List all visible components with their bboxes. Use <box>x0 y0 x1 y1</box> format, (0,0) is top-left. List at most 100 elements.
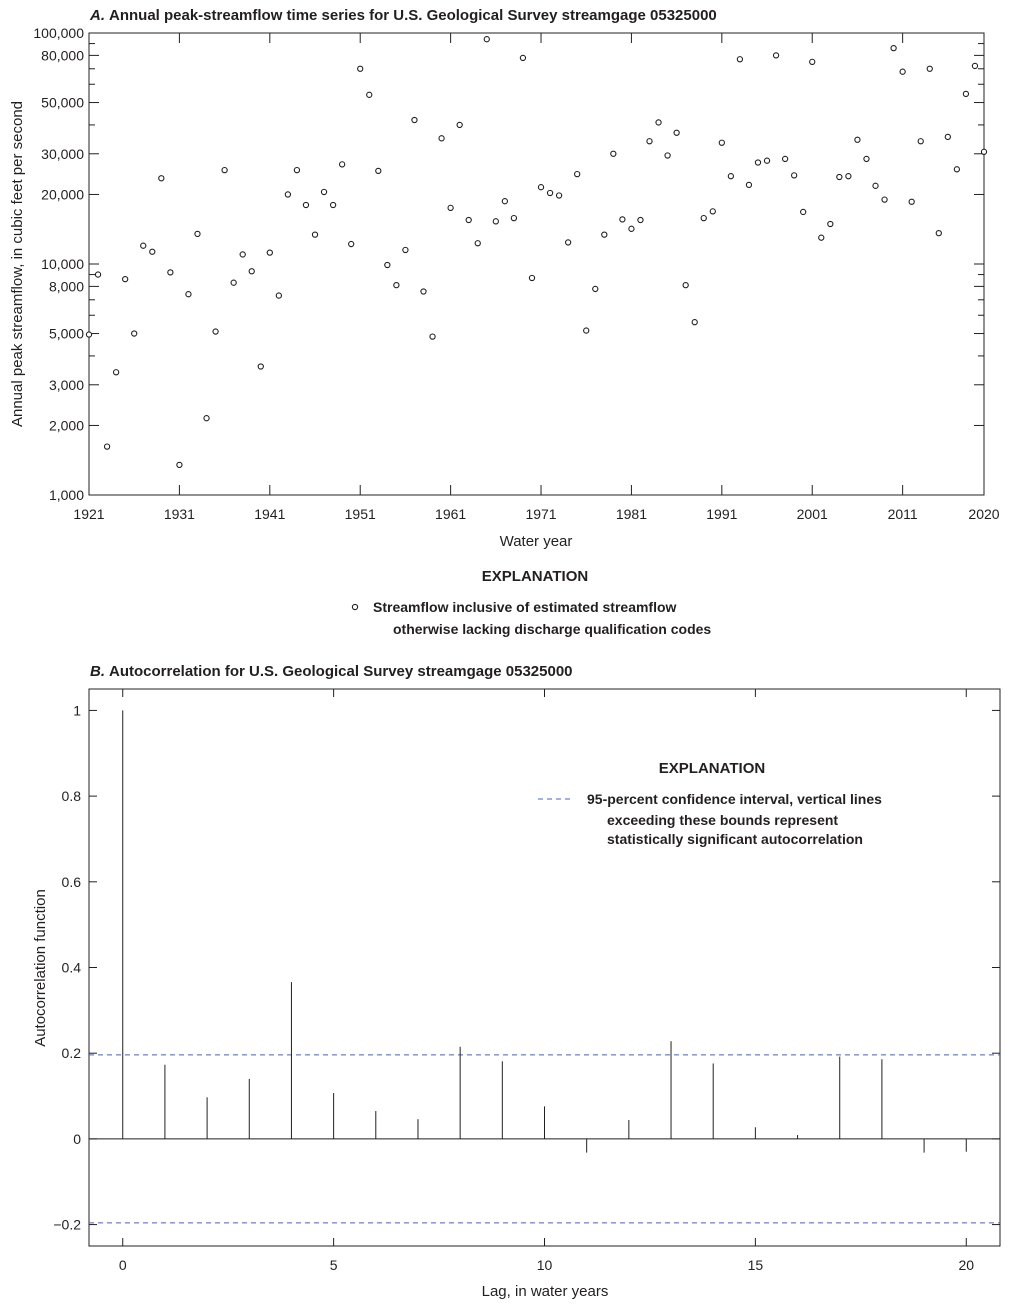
y-tick-label: 50,000 <box>41 95 84 111</box>
data-point <box>881 196 888 203</box>
data-point <box>546 189 554 197</box>
data-point <box>366 91 373 98</box>
data-point <box>637 216 644 224</box>
x-tick-label: 1991 <box>706 506 737 522</box>
data-point <box>845 173 852 180</box>
data-point <box>483 36 490 43</box>
data-point <box>438 135 445 142</box>
data-point <box>338 161 346 168</box>
data-point <box>311 231 319 238</box>
data-point <box>836 173 843 181</box>
x-tick-label: 2001 <box>797 506 828 522</box>
x-tick-label: 5 <box>330 1257 338 1273</box>
chart-a-title: A. Annual peak-streamflow time series for… <box>89 7 717 24</box>
data-point <box>800 208 807 216</box>
data-point <box>266 249 273 256</box>
data-point <box>935 230 942 237</box>
data-point <box>492 218 499 225</box>
data-point <box>474 240 481 247</box>
data-point <box>601 231 608 238</box>
data-point <box>610 150 617 157</box>
data-point <box>583 327 590 334</box>
data-point <box>411 116 418 124</box>
y-tick-label: 0.8 <box>62 788 82 804</box>
y-tick-label: 10,000 <box>41 256 84 272</box>
data-point <box>167 269 174 276</box>
chart-b-lag-lines <box>122 710 967 1153</box>
x-tick-label: 1941 <box>254 506 285 522</box>
y-tick-label: 80,000 <box>41 47 84 63</box>
chart-b-ticks <box>89 689 1000 1246</box>
streamflow-chart: A. Annual peak-streamflow time series for… <box>9 7 1000 637</box>
data-point <box>926 65 933 72</box>
data-point <box>574 170 581 178</box>
data-point <box>230 279 237 286</box>
x-tick-label: 2020 <box>968 506 999 522</box>
data-point <box>158 175 165 182</box>
data-point <box>700 214 707 222</box>
chart-b-title: B. Autocorrelation for U.S. Geological Su… <box>90 663 573 680</box>
y-tick-label: 1,000 <box>49 487 84 503</box>
autocorrelation-chart: B. Autocorrelation for U.S. Geological Su… <box>32 663 1001 1300</box>
y-tick-label: −0.2 <box>53 1217 81 1233</box>
y-tick-label: 8,000 <box>49 278 84 294</box>
data-point <box>185 291 192 298</box>
data-point <box>429 333 436 340</box>
data-point <box>619 216 626 223</box>
chart-b-legend-entry-line2: exceeding these bounds represent <box>607 812 838 828</box>
chart-b-legend-entry-line1: 95-percent confidence interval, vertical… <box>587 791 882 807</box>
legend-circle-marker <box>351 603 359 611</box>
data-point <box>519 54 527 62</box>
x-tick-label: 0 <box>119 1257 127 1273</box>
data-point <box>854 136 861 143</box>
data-point <box>772 52 780 59</box>
data-point <box>257 363 264 370</box>
data-point <box>176 461 183 469</box>
data-point <box>528 274 536 282</box>
data-point <box>872 182 879 189</box>
data-point <box>917 138 924 145</box>
x-tick-label: 1921 <box>73 506 104 522</box>
data-point <box>809 58 816 66</box>
data-point <box>194 230 201 238</box>
data-point <box>501 198 509 205</box>
chart-b-y-tick-labels: −0.2 0 0.2 0.4 0.6 0.8 1 <box>53 702 81 1232</box>
y-tick-label: 30,000 <box>41 146 84 162</box>
data-point <box>112 369 120 376</box>
x-tick-label: 10 <box>537 1257 553 1273</box>
data-point <box>962 90 970 98</box>
data-point <box>384 261 391 269</box>
data-point <box>564 239 572 246</box>
data-point <box>781 155 789 163</box>
data-point <box>655 119 662 126</box>
data-point <box>94 271 102 278</box>
y-tick-label: 1 <box>73 702 81 718</box>
chart-a-points <box>85 36 988 469</box>
data-point <box>239 251 246 258</box>
chart-a-ticks <box>88 32 985 496</box>
data-point <box>357 65 364 72</box>
x-tick-label: 1971 <box>525 506 556 522</box>
x-tick-label: 2011 <box>888 506 918 522</box>
data-point <box>953 166 961 173</box>
y-tick-label: 0.2 <box>62 1045 82 1061</box>
data-point <box>971 62 979 70</box>
chart-b-legend: EXPLANATION 95-percent confidence interv… <box>538 760 882 847</box>
data-point <box>537 184 545 191</box>
data-point <box>510 214 518 222</box>
chart-a-legend-entry-line1: Streamflow inclusive of estimated stream… <box>373 599 677 615</box>
data-point <box>718 139 725 146</box>
data-point <box>890 44 897 52</box>
chart-a-legend: EXPLANATION Streamflow inclusive of esti… <box>351 568 711 637</box>
data-point <box>348 240 355 248</box>
data-point <box>329 201 337 209</box>
data-point <box>628 225 635 232</box>
data-point <box>763 157 771 164</box>
data-point <box>212 328 219 335</box>
data-point <box>827 220 834 228</box>
data-point <box>465 216 472 224</box>
chart-b-legend-heading: EXPLANATION <box>659 760 765 777</box>
x-tick-label: 1951 <box>345 506 376 522</box>
data-point <box>447 204 454 212</box>
data-point <box>682 281 689 289</box>
